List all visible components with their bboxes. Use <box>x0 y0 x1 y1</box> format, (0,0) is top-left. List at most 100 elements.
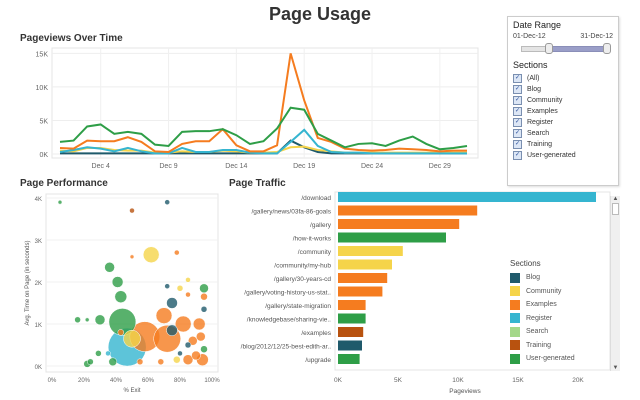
checkbox-checked-icon[interactable]: ✓ <box>513 140 522 149</box>
slider-start-handle[interactable] <box>545 43 553 54</box>
bar <box>338 327 364 337</box>
scatter-point <box>164 199 170 205</box>
bar-category-label: /community/my-hub <box>274 263 331 270</box>
scatter-point <box>84 317 90 323</box>
y-tick-label: 4K <box>35 197 42 203</box>
checkbox-checked-icon[interactable]: ✓ <box>513 118 522 127</box>
legend-label: Register <box>526 314 553 322</box>
checkbox-checked-icon[interactable]: ✓ <box>513 85 522 94</box>
section-checkbox[interactable]: ✓ Training <box>513 139 613 150</box>
x-axis-label: % Exit <box>123 388 140 394</box>
bar-category-label: /gallery/30-years-cd <box>274 276 331 283</box>
scatter-point <box>196 331 206 342</box>
scatter-point <box>192 317 206 331</box>
checkbox-checked-icon[interactable]: ✓ <box>513 151 522 160</box>
plot-frame <box>51 47 479 159</box>
legend-item[interactable]: Examples <box>510 298 590 312</box>
scatter-point <box>173 355 181 364</box>
legend-item[interactable]: Register <box>510 312 590 326</box>
scatter-point <box>129 254 135 260</box>
bar-category-label: /examples <box>301 330 331 337</box>
bar <box>338 246 403 256</box>
section-checkbox[interactable]: ✓ Blog <box>513 84 613 95</box>
checkbox-checked-icon[interactable]: ✓ <box>513 96 522 105</box>
legend-swatch <box>510 299 520 310</box>
scatter-point <box>185 277 191 283</box>
checkbox-checked-icon[interactable]: ✓ <box>513 107 522 116</box>
bar-category-label: /upgrade <box>305 357 331 364</box>
section-label: Community <box>527 97 563 104</box>
section-checkbox[interactable]: ✓ User-generated <box>513 150 613 161</box>
scatter-point <box>164 283 170 289</box>
scatter-point <box>94 314 106 326</box>
x-tick-label: Dec 14 <box>225 163 247 170</box>
x-tick-label: Dec 24 <box>361 163 383 170</box>
scatter-point <box>57 199 63 205</box>
section-checkbox[interactable]: ✓ Register <box>513 117 613 128</box>
legend-swatch <box>510 326 520 337</box>
legend-item[interactable]: User-generated <box>510 352 590 366</box>
x-tick-label: 15K <box>512 377 524 384</box>
date-end: 31-Dec-12 <box>580 33 613 40</box>
bar <box>338 313 366 324</box>
bar <box>338 219 460 229</box>
bar <box>338 354 360 364</box>
x-tick-label: 60% <box>142 378 155 384</box>
section-checkbox[interactable]: ✓ Search <box>513 128 613 139</box>
bar-category-label: /community <box>298 249 332 256</box>
date-range-slider[interactable] <box>513 42 613 54</box>
bar-category-label: /knowledgebase/sharing-vie.. <box>247 317 331 324</box>
bar <box>338 259 392 270</box>
checkbox-checked-icon[interactable]: ✓ <box>513 74 522 83</box>
section-label: (All) <box>527 75 540 82</box>
legend-label: Search <box>526 328 549 336</box>
checkbox-checked-icon[interactable]: ✓ <box>513 129 522 138</box>
y-tick-label: 10K <box>36 85 49 92</box>
legend-item[interactable]: Search <box>510 325 590 339</box>
pageviews-line-chart: 0K 5K 10K 15K Dec 4 Dec 9 Dec 14 Dec 19 Dec 24 De… <box>36 47 479 170</box>
legend-title: Sections <box>510 259 541 268</box>
section-label: Search <box>527 130 550 137</box>
bar-category-label: /gallery/state-migration <box>265 303 331 310</box>
legend-item[interactable]: Community <box>510 285 590 299</box>
section-label: User-generated <box>527 152 576 159</box>
x-tick-label: 0% <box>48 378 57 384</box>
scatter-point <box>117 329 125 336</box>
bar-scrollbar[interactable]: ▲ ▼ <box>610 196 620 371</box>
x-tick-label: Dec 9 <box>159 163 177 170</box>
legend-label: Community <box>526 287 562 295</box>
scatter-point <box>74 316 81 324</box>
x-tick-label: 20K <box>572 377 584 384</box>
legend-item[interactable]: Training <box>510 339 590 353</box>
scatter-point <box>129 207 135 214</box>
bar <box>338 273 388 283</box>
sections-legend: Sections Blog Community Examples Register Se… <box>510 259 590 366</box>
y-axis-label: Avg. Time on Page (in seconds) <box>25 241 31 326</box>
section-label: Register <box>527 119 554 126</box>
y-tick-label: 5K <box>39 118 48 125</box>
scatter-point <box>200 292 208 301</box>
y-tick-label: 2K <box>35 281 42 287</box>
legend-label: Blog <box>526 274 541 282</box>
legend-swatch <box>510 353 520 364</box>
scatter-point <box>191 350 201 361</box>
section-checkbox[interactable]: ✓ Community <box>513 95 613 106</box>
section-label: Examples <box>527 108 558 115</box>
scatter-point <box>123 329 141 348</box>
scatter-point <box>136 358 144 366</box>
x-tick-label: 100% <box>204 378 220 384</box>
scrollbar-thumb[interactable] <box>612 203 619 215</box>
slider-end-handle[interactable] <box>603 43 611 54</box>
section-checkbox[interactable]: ✓ Examples <box>513 106 613 117</box>
y-tick-label: 15K <box>36 51 49 58</box>
section-checkbox[interactable]: ✓ (All) <box>513 73 613 84</box>
bar <box>338 286 383 297</box>
legend-item[interactable]: Blog <box>510 271 590 285</box>
sections-label: Sections <box>513 60 548 70</box>
scatter-point <box>114 290 128 303</box>
scatter-point <box>157 358 165 366</box>
scatter-point <box>155 307 173 324</box>
legend-swatch <box>510 286 520 297</box>
bar-category-label: /how-it-works <box>293 236 332 243</box>
date-range-label: Date Range <box>513 20 562 30</box>
